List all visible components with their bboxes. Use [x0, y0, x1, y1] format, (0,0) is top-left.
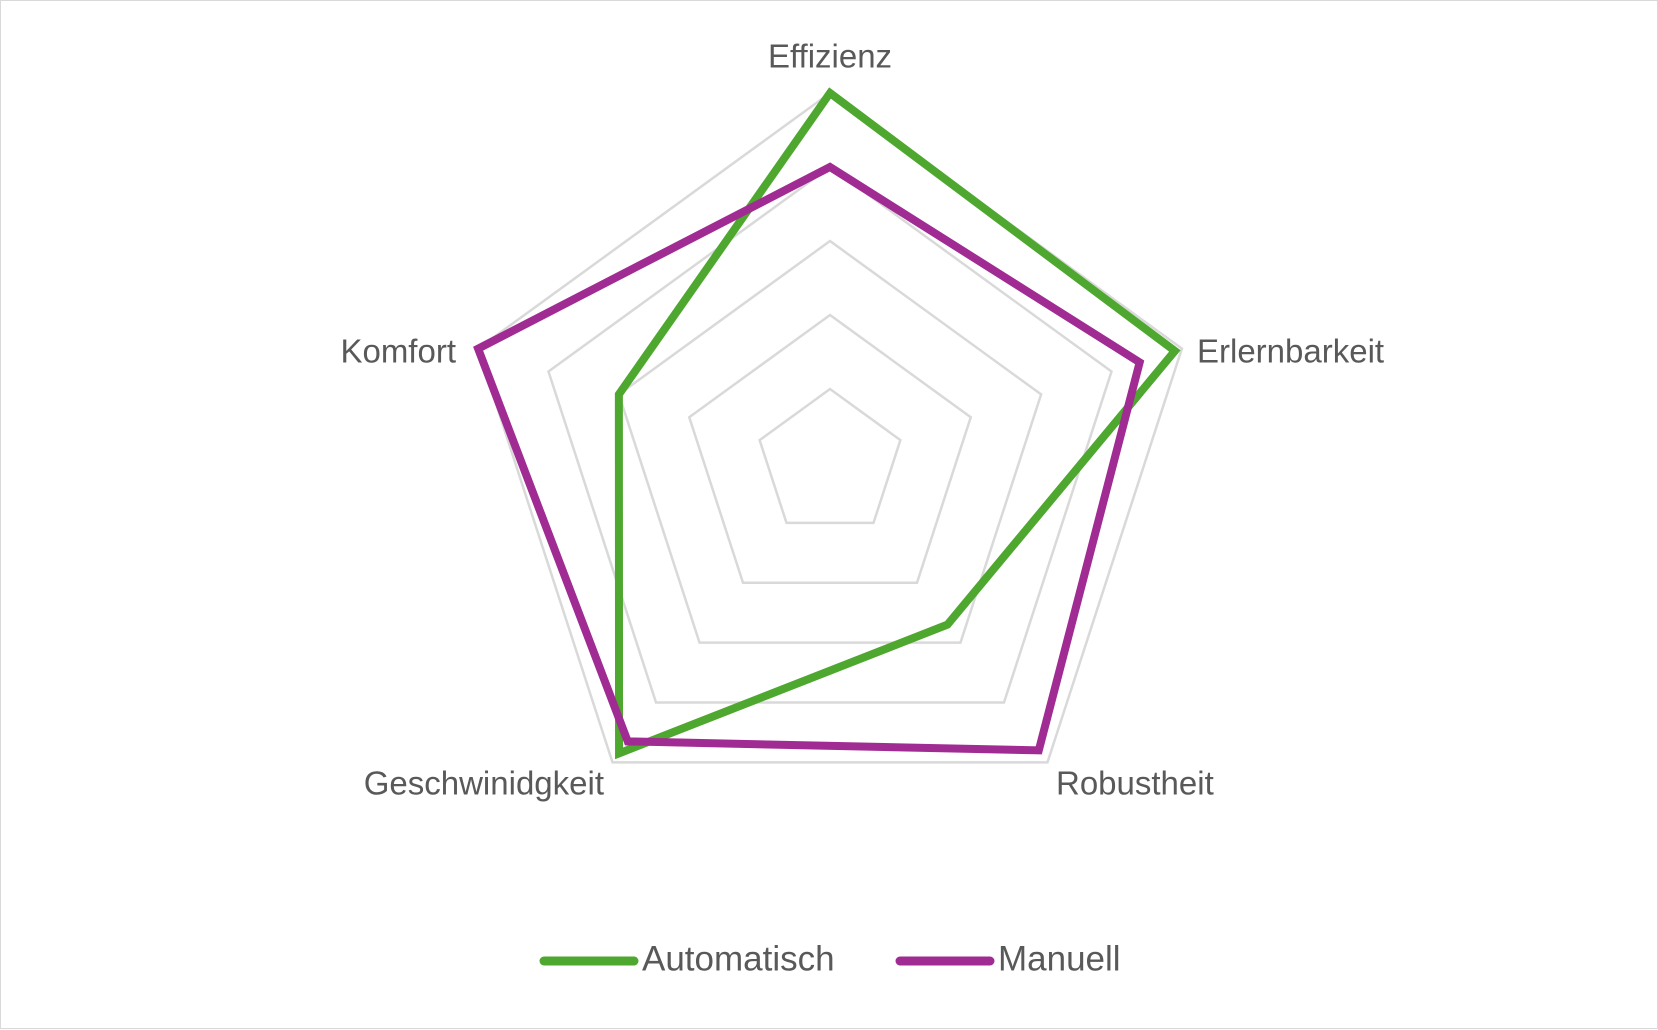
axis-labels: Effizienz Erlernbarkeit Robustheit Geschwin…	[340, 38, 1384, 802]
axis-label-effizienz: Effizienz	[768, 38, 892, 75]
grid-ring-3	[617, 239, 1043, 644]
series-line-manuell	[473, 162, 1145, 755]
radar-series-layer	[473, 87, 1181, 760]
axis-label-erlernbarkeit: Erlernbarkeit	[1197, 333, 1384, 370]
radar-grid	[476, 91, 1184, 764]
axis-label-geschwinidgkeit: Geschwinidgkeit	[364, 765, 604, 802]
legend: Automatisch Manuell	[539, 939, 1121, 978]
grid-ring-4	[547, 165, 1113, 704]
grid-ring-1	[758, 387, 902, 525]
axis-label-komfort: Komfort	[340, 333, 456, 370]
axis-label-robustheit: Robustheit	[1056, 765, 1214, 802]
grid-ring-2	[687, 313, 973, 584]
series-line-automatisch	[614, 87, 1181, 760]
legend-label-manuell: Manuell	[998, 939, 1121, 978]
grid-ring-5	[476, 91, 1184, 764]
legend-label-automatisch: Automatisch	[642, 939, 835, 978]
